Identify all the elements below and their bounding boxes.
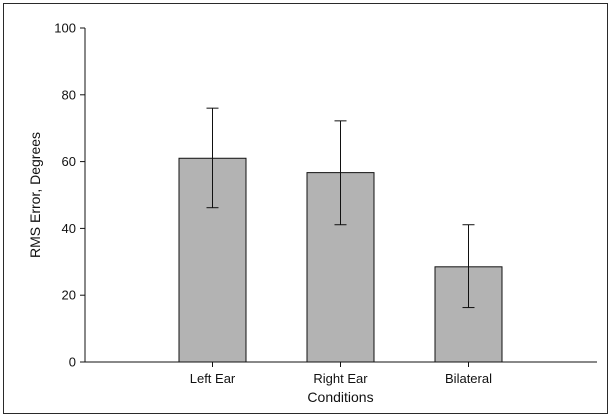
y-axis: 0 20 40 60 80 100 [54, 21, 85, 370]
y-axis-title: RMS Error, Degrees [27, 132, 43, 258]
y-tick-label: 80 [62, 87, 76, 102]
y-tick-label: 100 [54, 21, 76, 36]
y-tick-label: 20 [62, 288, 76, 303]
x-tick-label: Right Ear [313, 371, 368, 386]
x-axis-title: Conditions [307, 389, 373, 405]
y-tick-label: 0 [69, 355, 76, 370]
x-tick-label: Bilateral [445, 371, 492, 386]
x-axis: Left Ear Right Ear Bilateral [85, 362, 597, 386]
x-tick-label: Left Ear [190, 371, 236, 386]
y-tick-label: 60 [62, 154, 76, 169]
y-tick-label: 40 [62, 221, 76, 236]
